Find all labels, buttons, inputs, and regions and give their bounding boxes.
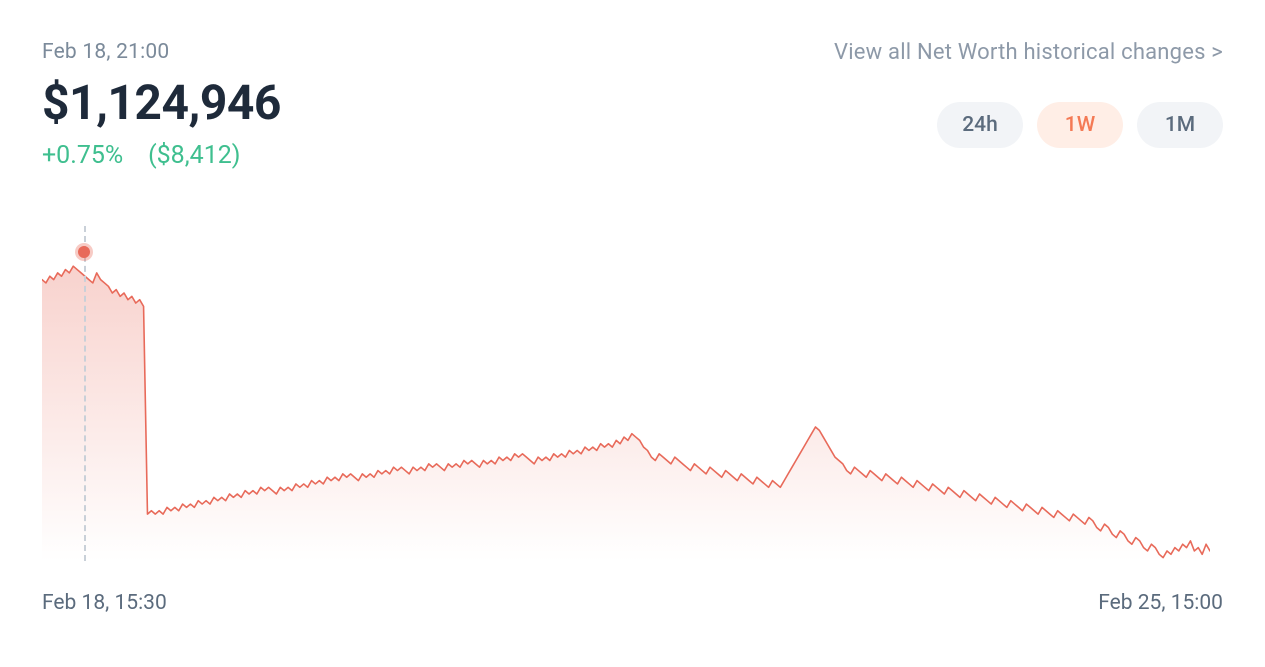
chart-crosshair-dot	[78, 246, 90, 258]
range-option-24h[interactable]: 24h	[937, 102, 1023, 148]
range-picker: 24h 1W 1M	[937, 102, 1223, 148]
x-axis-labels: Feb 18, 15:30 Feb 25, 15:00	[42, 591, 1223, 615]
range-option-1m[interactable]: 1M	[1137, 102, 1223, 148]
range-option-1w[interactable]: 1W	[1037, 102, 1123, 148]
change-percent: +0.75%	[42, 141, 123, 170]
chart-svg	[42, 226, 1210, 561]
net-worth-widget: Feb 18, 21:00 $1,124,946 +0.75% ($8,412)…	[0, 0, 1265, 667]
x-axis-end-label: Feb 25, 15:00	[1098, 591, 1223, 615]
right-block: View all Net Worth historical changes > …	[834, 40, 1223, 148]
change-absolute: ($8,412)	[148, 141, 240, 170]
x-axis-start-label: Feb 18, 15:30	[42, 591, 167, 615]
change-row: +0.75% ($8,412)	[42, 141, 281, 170]
net-worth-amount: $1,124,946	[42, 74, 281, 131]
header-row: Feb 18, 21:00 $1,124,946 +0.75% ($8,412)…	[42, 40, 1223, 170]
value-block: Feb 18, 21:00 $1,124,946 +0.75% ($8,412)	[42, 40, 281, 170]
net-worth-chart[interactable]	[42, 226, 1210, 561]
hover-timestamp: Feb 18, 21:00	[42, 40, 281, 64]
view-all-history-link[interactable]: View all Net Worth historical changes >	[834, 40, 1223, 66]
